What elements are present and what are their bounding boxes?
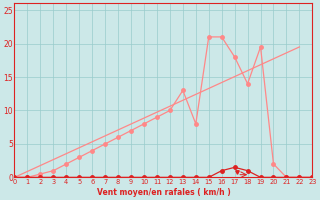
X-axis label: Vent moyen/en rafales ( km/h ): Vent moyen/en rafales ( km/h )	[97, 188, 230, 197]
